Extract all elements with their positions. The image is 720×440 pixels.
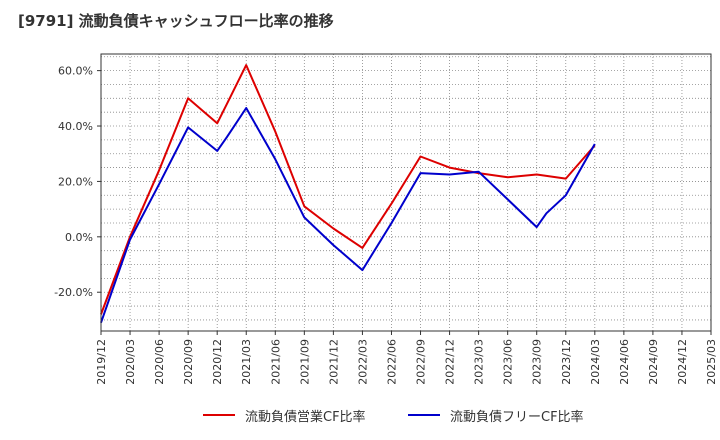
chart-title: [9791] 流動負債キャッシュフロー比率の推移: [18, 12, 334, 30]
x-tick-label: 2020/09: [182, 339, 195, 385]
x-tick-label: 2024/06: [618, 339, 631, 385]
x-tick-label: 2024/09: [647, 339, 660, 385]
series-line-operating-cf: [100, 64, 596, 315]
legend-swatch-red: [203, 414, 235, 416]
legend-item-free-cf: 流動負債フリーCF比率: [408, 402, 584, 428]
y-tick-label: 20.0%: [58, 175, 93, 188]
legend-item-operating-cf: 流動負債営業CF比率: [203, 402, 366, 428]
x-tick-label: 2023/06: [502, 339, 515, 385]
legend-label-operating-cf: 流動負債営業CF比率: [245, 409, 366, 425]
x-tick-label: 2020/06: [153, 339, 166, 385]
x-tick-label: 2024/12: [676, 339, 689, 385]
y-tick-label: 0.0%: [65, 231, 93, 244]
x-tick-label: 2022/09: [415, 339, 428, 385]
x-tick-label: 2025/03: [705, 339, 718, 385]
x-tick-label: 2023/09: [531, 339, 544, 385]
x-tick-label: 2022/03: [356, 339, 369, 385]
series-line-free-cf: [100, 107, 596, 324]
x-tick-label: 2020/03: [124, 339, 137, 385]
legend-label-free-cf: 流動負債フリーCF比率: [450, 409, 584, 425]
x-tick-label: 2021/03: [240, 339, 253, 385]
y-axis-ticks: 60.0% 40.0% 20.0% 0.0% -20.0%: [54, 65, 101, 299]
x-axis-ticks: 2019/12 2020/03 2020/06 2020/09 2020/12 2021/…: [95, 331, 718, 385]
y-tick-label: 40.0%: [58, 120, 93, 133]
legend: 流動負債営業CF比率 流動負債フリーCF比率: [0, 402, 720, 428]
grid-lines: [100, 54, 712, 331]
x-tick-label: 2023/03: [473, 339, 486, 385]
series-lines: [100, 64, 596, 324]
x-tick-label: 2021/12: [327, 339, 340, 385]
plot-area-frame: [100, 53, 712, 332]
x-tick-label: 2019/12: [95, 339, 108, 385]
x-tick-label: 2021/06: [269, 339, 282, 385]
x-tick-label: 2022/06: [385, 339, 398, 385]
y-tick-label: 60.0%: [58, 65, 93, 78]
x-tick-label: 2024/03: [589, 339, 602, 385]
x-tick-label: 2021/09: [298, 339, 311, 385]
y-tick-label: -20.0%: [54, 286, 93, 299]
x-tick-label: 2020/12: [211, 339, 224, 385]
legend-swatch-blue: [408, 414, 440, 416]
x-tick-label: 2022/12: [444, 339, 457, 385]
x-tick-label: 2023/12: [560, 339, 573, 385]
